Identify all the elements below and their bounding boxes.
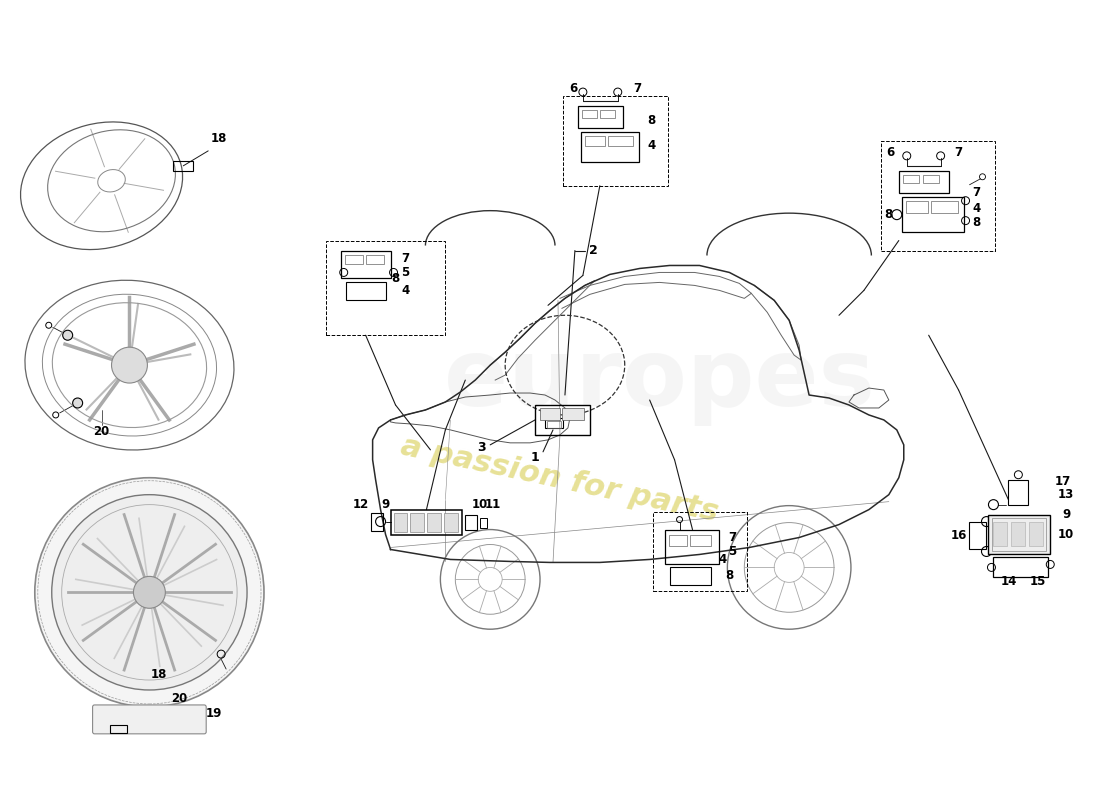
- Bar: [562, 408, 584, 420]
- Text: 18: 18: [151, 667, 167, 681]
- Text: a passion for parts: a passion for parts: [398, 432, 722, 527]
- Bar: [608, 136, 632, 146]
- Bar: [582, 110, 597, 118]
- Circle shape: [73, 398, 82, 408]
- Bar: [585, 136, 605, 146]
- Bar: [581, 132, 639, 162]
- Text: 12: 12: [352, 498, 368, 511]
- Text: 14: 14: [1000, 575, 1016, 588]
- Bar: [670, 567, 712, 586]
- Bar: [547, 421, 561, 428]
- Bar: [905, 201, 927, 213]
- Text: 7: 7: [972, 186, 980, 199]
- Bar: [1011, 522, 1025, 546]
- Bar: [652, 512, 747, 591]
- Text: 9: 9: [382, 498, 389, 511]
- Text: 6: 6: [887, 146, 895, 159]
- Bar: [881, 141, 996, 250]
- Bar: [578, 106, 623, 128]
- Bar: [600, 110, 615, 118]
- Bar: [540, 408, 560, 420]
- Circle shape: [133, 576, 165, 608]
- Text: 1: 1: [530, 451, 539, 464]
- Text: 15: 15: [1030, 575, 1046, 588]
- Bar: [110, 725, 128, 733]
- Text: 5: 5: [402, 266, 409, 279]
- Bar: [371, 513, 383, 530]
- Text: 17: 17: [1055, 475, 1071, 488]
- Bar: [326, 241, 446, 335]
- FancyBboxPatch shape: [92, 705, 206, 734]
- Circle shape: [52, 494, 248, 690]
- Bar: [410, 513, 425, 531]
- Bar: [923, 174, 938, 182]
- Text: 7: 7: [634, 82, 641, 94]
- Bar: [968, 522, 987, 550]
- Bar: [931, 201, 958, 213]
- Text: 8: 8: [884, 208, 893, 221]
- Text: 16: 16: [950, 529, 967, 542]
- Circle shape: [35, 478, 264, 707]
- Text: 2: 2: [590, 244, 598, 257]
- Text: 13: 13: [1058, 488, 1075, 501]
- Bar: [174, 161, 194, 170]
- Bar: [428, 513, 441, 531]
- Text: 5: 5: [728, 545, 737, 558]
- Text: 18: 18: [211, 133, 228, 146]
- Text: 6: 6: [569, 82, 578, 94]
- Circle shape: [63, 330, 73, 340]
- Bar: [563, 96, 668, 186]
- Bar: [664, 530, 719, 565]
- Text: 9: 9: [1063, 508, 1070, 521]
- Text: 11: 11: [485, 498, 502, 511]
- Bar: [394, 513, 407, 531]
- Bar: [903, 174, 918, 182]
- Text: 10: 10: [472, 498, 488, 511]
- Bar: [989, 514, 1050, 554]
- Text: 7: 7: [955, 146, 962, 159]
- Text: 10: 10: [1058, 528, 1075, 541]
- Text: 8: 8: [648, 114, 656, 127]
- Text: 20: 20: [94, 426, 110, 438]
- Bar: [444, 513, 459, 531]
- Text: 7: 7: [402, 252, 409, 265]
- Text: 8: 8: [972, 216, 980, 229]
- Text: 4: 4: [648, 139, 656, 152]
- Bar: [341, 250, 390, 278]
- Circle shape: [111, 347, 147, 383]
- Text: 8: 8: [392, 272, 399, 285]
- Text: 4: 4: [402, 284, 409, 297]
- Bar: [993, 558, 1048, 578]
- Bar: [365, 254, 384, 265]
- Bar: [1030, 522, 1043, 546]
- Text: 20: 20: [172, 693, 187, 706]
- Text: 7: 7: [728, 531, 736, 544]
- Bar: [481, 518, 487, 527]
- Bar: [544, 418, 563, 428]
- Bar: [902, 197, 964, 231]
- Bar: [992, 518, 1046, 551]
- Bar: [669, 534, 686, 546]
- Bar: [993, 522, 1008, 546]
- Text: 19: 19: [206, 707, 222, 721]
- Bar: [390, 510, 462, 534]
- Text: 4: 4: [718, 553, 726, 566]
- Text: 8: 8: [725, 569, 734, 582]
- Bar: [344, 254, 363, 265]
- Text: 3: 3: [477, 442, 485, 454]
- Bar: [899, 170, 948, 193]
- Text: europes: europes: [444, 334, 876, 426]
- Text: 4: 4: [972, 202, 980, 215]
- Bar: [690, 534, 712, 546]
- Bar: [1009, 480, 1028, 505]
- Bar: [465, 514, 477, 530]
- Bar: [535, 405, 590, 435]
- Bar: [345, 282, 386, 300]
